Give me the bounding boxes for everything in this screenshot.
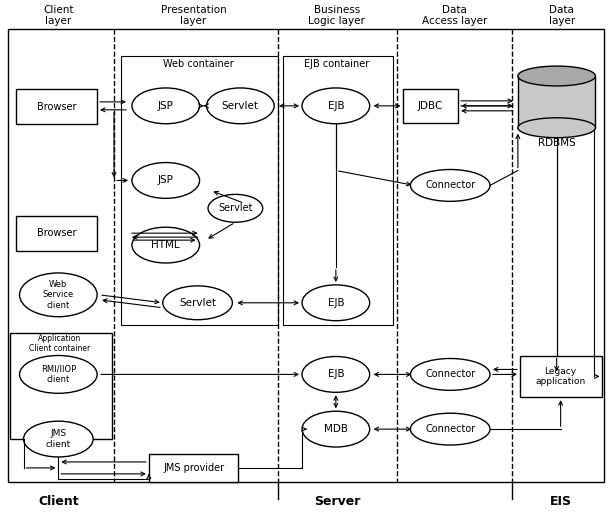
Text: JDBC: JDBC bbox=[418, 101, 443, 111]
Ellipse shape bbox=[132, 227, 200, 263]
Text: Server: Server bbox=[314, 495, 360, 508]
Text: Browser: Browser bbox=[37, 102, 76, 112]
Ellipse shape bbox=[20, 355, 97, 393]
Bar bbox=[121, 56, 278, 324]
Text: EJB: EJB bbox=[327, 101, 344, 111]
Text: JSP: JSP bbox=[158, 175, 174, 185]
Text: EIS: EIS bbox=[550, 495, 572, 508]
Bar bbox=[518, 76, 596, 128]
Text: Connector: Connector bbox=[425, 424, 475, 434]
Ellipse shape bbox=[410, 413, 490, 445]
Ellipse shape bbox=[302, 411, 370, 447]
Text: Legacy
application: Legacy application bbox=[535, 366, 586, 386]
Ellipse shape bbox=[132, 163, 200, 198]
Ellipse shape bbox=[410, 170, 490, 202]
Text: RDBMS: RDBMS bbox=[538, 138, 575, 148]
Text: EJB: EJB bbox=[327, 298, 344, 308]
Text: Servlet: Servlet bbox=[222, 101, 259, 111]
Text: Application
Client container: Application Client container bbox=[29, 334, 90, 353]
Text: Presentation
layer: Presentation layer bbox=[161, 5, 227, 26]
Text: Servlet: Servlet bbox=[179, 298, 216, 308]
Ellipse shape bbox=[518, 66, 596, 86]
Ellipse shape bbox=[302, 285, 370, 321]
Text: Data
layer: Data layer bbox=[548, 5, 575, 26]
Bar bbox=[15, 216, 97, 251]
Text: MDB: MDB bbox=[324, 424, 348, 434]
Ellipse shape bbox=[302, 88, 370, 124]
Bar bbox=[7, 29, 604, 482]
Text: Browser: Browser bbox=[37, 228, 76, 238]
Text: Connector: Connector bbox=[425, 370, 475, 380]
Text: RMI/IIOP
client: RMI/IIOP client bbox=[41, 365, 76, 384]
Bar bbox=[283, 56, 392, 324]
Text: Connector: Connector bbox=[425, 181, 475, 191]
Bar bbox=[10, 333, 112, 439]
Ellipse shape bbox=[23, 421, 93, 457]
Text: EJB: EJB bbox=[327, 370, 344, 380]
Text: JMS provider: JMS provider bbox=[163, 463, 224, 473]
Ellipse shape bbox=[518, 118, 596, 138]
Text: Web container: Web container bbox=[163, 59, 234, 69]
Text: Servlet: Servlet bbox=[218, 203, 252, 213]
Text: Business
Logic layer: Business Logic layer bbox=[308, 5, 365, 26]
Ellipse shape bbox=[302, 356, 370, 392]
Text: Web
Service
client: Web Service client bbox=[43, 280, 74, 310]
Bar bbox=[403, 89, 458, 123]
Bar bbox=[15, 89, 97, 124]
Text: JSP: JSP bbox=[158, 101, 174, 111]
Ellipse shape bbox=[20, 273, 97, 317]
Ellipse shape bbox=[132, 88, 200, 124]
Text: EJB container: EJB container bbox=[304, 59, 370, 69]
Text: Data
Access layer: Data Access layer bbox=[422, 5, 487, 26]
Text: HTML: HTML bbox=[152, 240, 180, 250]
Ellipse shape bbox=[208, 194, 263, 222]
Ellipse shape bbox=[410, 359, 490, 390]
Ellipse shape bbox=[163, 286, 233, 320]
Text: Client
layer: Client layer bbox=[43, 5, 74, 26]
Text: Client: Client bbox=[38, 495, 79, 508]
Text: JMS
client: JMS client bbox=[45, 429, 71, 449]
Bar bbox=[520, 355, 602, 397]
Ellipse shape bbox=[206, 88, 274, 124]
Bar bbox=[149, 454, 238, 482]
